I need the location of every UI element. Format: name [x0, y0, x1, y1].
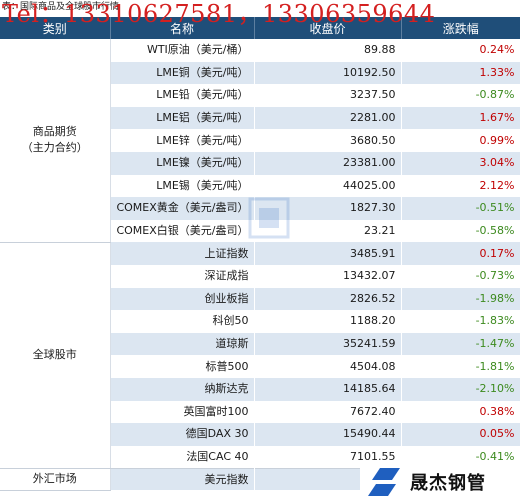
- close-price: 89.88: [254, 39, 402, 62]
- instrument-name: LME锌（美元/吨）: [110, 129, 255, 152]
- change-percent: 1.67%: [401, 106, 520, 130]
- instrument-name: WTI原油（美元/桶）: [110, 39, 255, 62]
- table-row: LME锡（美元/吨） 44025.00 2.12%: [0, 174, 520, 198]
- close-price: 44025.00: [254, 174, 402, 198]
- change-percent: 1.33%: [401, 61, 520, 85]
- close-price: 3485.91: [254, 242, 402, 265]
- table-row: 创业板指 2826.52 -1.98%: [0, 287, 520, 311]
- category-cell: 外汇市场: [0, 467, 111, 491]
- change-percent: -2.10%: [401, 377, 520, 401]
- instrument-name: LME锡（美元/吨）: [110, 174, 255, 198]
- instrument-name: 德国DAX 30: [110, 423, 255, 446]
- header-close-price: 收盘价: [254, 17, 402, 39]
- close-price: 1827.30: [254, 197, 402, 220]
- table-row: COMEX黄金（美元/盎司） 1827.30 -0.51%: [0, 197, 520, 220]
- change-percent: -0.58%: [401, 219, 520, 243]
- table-row: 全球股市 上证指数 3485.91 0.17%: [0, 242, 520, 469]
- instrument-name: 道琼斯: [110, 332, 255, 356]
- close-price: 2281.00: [254, 106, 402, 130]
- change-percent: 2.12%: [401, 174, 520, 198]
- table-caption: 表：国际商品及全球股市行情: [2, 2, 120, 12]
- brand-logo: 晟杰钢管: [360, 462, 520, 502]
- instrument-name: LME铜（美元/吨）: [110, 61, 255, 85]
- table-row: LME铝（美元/吨） 2281.00 1.67%: [0, 106, 520, 130]
- close-price: 7672.40: [254, 400, 402, 424]
- table-row: LME镍（美元/吨） 23381.00 3.04%: [0, 151, 520, 175]
- instrument-name: LME铅（美元/吨）: [110, 84, 255, 107]
- change-percent: -0.87%: [401, 84, 520, 107]
- instrument-name: LME铝（美元/吨）: [110, 106, 255, 130]
- close-price: 14185.64: [254, 377, 402, 401]
- table-row: LME铅（美元/吨） 3237.50 -0.87%: [0, 84, 520, 107]
- instrument-name: 标普500: [110, 355, 255, 378]
- close-price: 13432.07: [254, 264, 402, 288]
- change-percent: -0.51%: [401, 197, 520, 220]
- change-percent: 3.04%: [401, 151, 520, 175]
- table-row: LME铜（美元/吨） 10192.50 1.33%: [0, 61, 520, 85]
- header-change: 涨跌幅: [401, 17, 520, 39]
- instrument-name: COMEX黄金（美元/盎司）: [110, 197, 255, 220]
- change-percent: -1.83%: [401, 310, 520, 333]
- instrument-name: 上证指数: [110, 242, 255, 265]
- contact-overlay: Tel：13310627581，13306359644: [2, 0, 436, 28]
- table-row: 英国富时100 7672.40 0.38%: [0, 400, 520, 424]
- table-row: 科创50 1188.20 -1.83%: [0, 310, 520, 333]
- change-percent: -1.47%: [401, 332, 520, 356]
- watermark-icon: [248, 197, 290, 239]
- close-price: 3680.50: [254, 129, 402, 152]
- table-row: 德国DAX 30 15490.44 0.05%: [0, 423, 520, 446]
- close-price: 2826.52: [254, 287, 402, 311]
- instrument-name: 法国CAC 40: [110, 445, 255, 469]
- market-table: 类别 名称 收盘价 涨跌幅 商品期货 （主力合约） WTI原油（美元/桶） 89.8…: [0, 17, 520, 491]
- close-price: 35241.59: [254, 332, 402, 356]
- instrument-name: 创业板指: [110, 287, 255, 311]
- change-percent: -1.81%: [401, 355, 520, 378]
- close-price: 23.21: [254, 219, 402, 243]
- table-row: 道琼斯 35241.59 -1.47%: [0, 332, 520, 356]
- close-price: 10192.50: [254, 61, 402, 85]
- logo-text: 晟杰钢管: [410, 473, 486, 494]
- table-row: LME锌（美元/吨） 3680.50 0.99%: [0, 129, 520, 152]
- category-cell: 商品期货 （主力合约）: [0, 39, 111, 243]
- table-row: COMEX白银（美元/盎司） 23.21 -0.58%: [0, 219, 520, 243]
- change-percent: -1.98%: [401, 287, 520, 311]
- instrument-name: 深证成指: [110, 264, 255, 288]
- category-cell: 全球股市: [0, 242, 111, 469]
- close-price: 1188.20: [254, 310, 402, 333]
- table-row: 纳斯达克 14185.64 -2.10%: [0, 377, 520, 401]
- change-percent: -0.73%: [401, 264, 520, 288]
- close-price: 4504.08: [254, 355, 402, 378]
- change-percent: 0.99%: [401, 129, 520, 152]
- header-name: 名称: [110, 17, 255, 39]
- instrument-name: 美元指数: [110, 467, 255, 491]
- logo-mark-icon: [368, 468, 400, 496]
- change-percent: 0.17%: [401, 242, 520, 265]
- change-percent: 0.05%: [401, 423, 520, 446]
- table-row: 标普500 4504.08 -1.81%: [0, 355, 520, 378]
- instrument-name: 英国富时100: [110, 400, 255, 424]
- instrument-name: LME镍（美元/吨）: [110, 151, 255, 175]
- table-row: 商品期货 （主力合约） WTI原油（美元/桶） 89.88 0.24%: [0, 39, 520, 243]
- change-percent: 0.24%: [401, 39, 520, 62]
- instrument-name: COMEX白银（美元/盎司）: [110, 219, 255, 243]
- instrument-name: 科创50: [110, 310, 255, 333]
- table-row: 深证成指 13432.07 -0.73%: [0, 264, 520, 288]
- header-row: 类别 名称 收盘价 涨跌幅: [0, 17, 520, 39]
- header-category: 类别: [0, 17, 111, 39]
- change-percent: 0.38%: [401, 400, 520, 424]
- close-price: 3237.50: [254, 84, 402, 107]
- close-price: 15490.44: [254, 423, 402, 446]
- instrument-name: 纳斯达克: [110, 377, 255, 401]
- close-price: 23381.00: [254, 151, 402, 175]
